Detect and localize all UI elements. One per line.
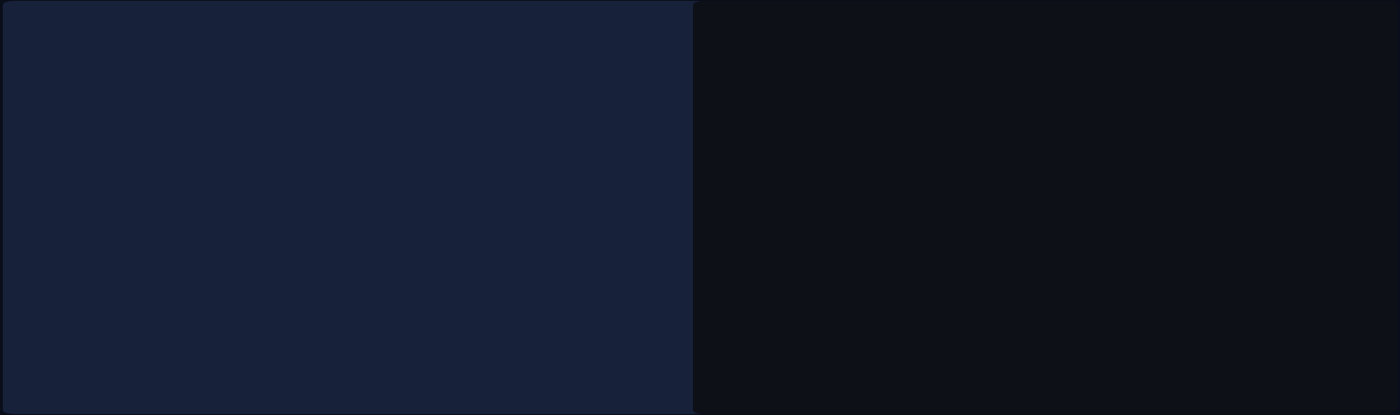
Y-axis label: Volume (ETH): Volume (ETH) [11, 167, 25, 248]
Text: Users Trend: Users Trend [757, 38, 850, 52]
Text: Volume: Volume [500, 46, 543, 59]
Text: Accumulative Owner: Accumulative Owner [1238, 46, 1359, 59]
Text: Unique Owner: Unique Owner [995, 46, 1079, 59]
Y-axis label: Unique Trader: Unique Trader [706, 166, 718, 249]
Text: Unique Trader: Unique Trader [1114, 46, 1197, 59]
Text: ⬡  ONELAND: ⬡ ONELAND [1084, 190, 1190, 205]
Text: Sales: Sales [592, 46, 624, 59]
Text: ⬡  ONELAND: ⬡ ONELAND [356, 190, 462, 205]
Text: Trade Volume Trend: Trade Volume Trend [67, 38, 223, 52]
